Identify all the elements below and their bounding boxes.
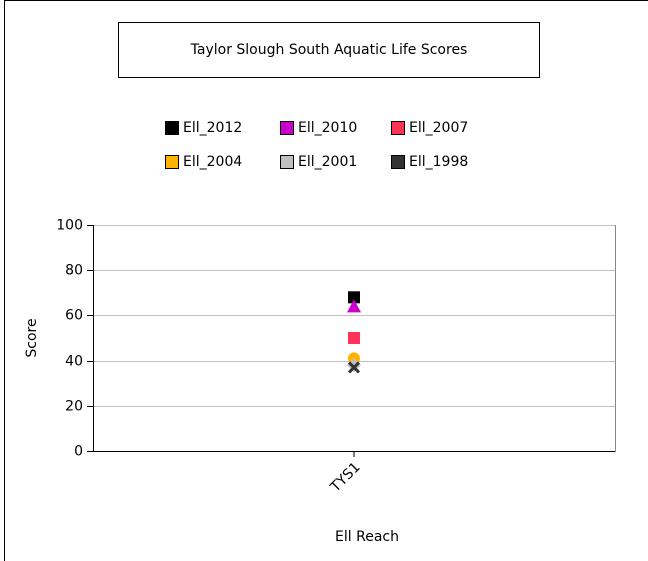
legend-label: Ell_2012 xyxy=(183,120,242,136)
legend-label: Ell_2010 xyxy=(298,120,357,136)
y-tick-label: 100 xyxy=(56,218,83,234)
marker xyxy=(347,299,361,313)
title-box xyxy=(118,22,540,78)
y-axis-title: Score xyxy=(24,318,40,357)
y-tick-label: 60 xyxy=(65,308,83,324)
legend-label: Ell_2001 xyxy=(298,154,357,170)
legend-swatch xyxy=(280,121,294,135)
y-tick-label: 0 xyxy=(74,444,83,460)
legend-swatch xyxy=(391,121,405,135)
legend-label: Ell_2007 xyxy=(409,120,468,136)
marker xyxy=(348,291,360,304)
y-tick-label: 80 xyxy=(65,263,83,279)
chart-title: Taylor Slough South Aquatic Life Scores xyxy=(190,42,468,58)
legend-swatch xyxy=(165,155,179,169)
legend-swatch xyxy=(280,155,294,169)
marker xyxy=(347,361,361,374)
x-axis-title: Ell Reach xyxy=(335,529,399,545)
y-tick-label: 40 xyxy=(65,354,83,370)
legend-label: Ell_1998 xyxy=(409,154,468,170)
y-tick-label: 20 xyxy=(65,399,83,415)
marker xyxy=(348,332,360,344)
marker xyxy=(347,358,361,373)
legend-swatch xyxy=(391,155,405,169)
legend-label: Ell_2004 xyxy=(183,154,242,170)
legend-swatch xyxy=(165,121,179,135)
